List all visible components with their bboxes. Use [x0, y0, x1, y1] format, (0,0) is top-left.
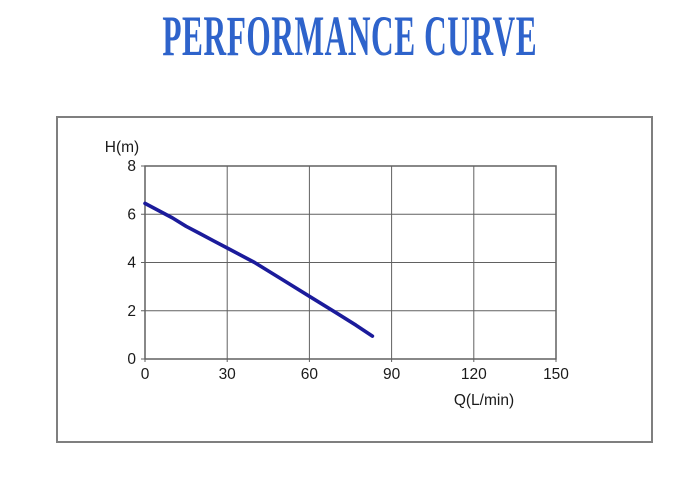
tick-label-layer: 0 30 60 90 120 150 0 2 4 6 8: [127, 158, 569, 383]
y-tick-label: 8: [127, 158, 136, 175]
grid-layer: [141, 165, 557, 362]
x-tick-label: 90: [383, 366, 401, 383]
x-tick-label: 30: [219, 366, 237, 383]
y-axis-label: H(m): [105, 139, 139, 156]
x-tick-label: 0: [141, 366, 150, 383]
performance-curve-line: [143, 201, 375, 338]
page-title-text: PERFORMANCE CURVE: [162, 5, 538, 68]
performance-curve-plot: 0 30 60 90 120 150 0 2 4 6 8 H(m) Q(L/min): [105, 139, 570, 409]
y-tick-label: 2: [127, 303, 136, 320]
y-tick-label: 0: [127, 351, 136, 368]
x-tick-label: 150: [543, 366, 569, 383]
y-tick-label: 6: [127, 206, 136, 223]
x-tick-label: 120: [461, 366, 487, 383]
chart-frame: 0 30 60 90 120 150 0 2 4 6 8 H(m) Q(L/min): [56, 116, 653, 443]
x-axis-label: Q(L/min): [454, 392, 514, 409]
plot-border: [144, 165, 557, 360]
x-tick-label: 60: [301, 366, 319, 383]
page-title: PERFORMANCE CURVE: [0, 8, 700, 65]
y-tick-label: 4: [127, 255, 136, 272]
